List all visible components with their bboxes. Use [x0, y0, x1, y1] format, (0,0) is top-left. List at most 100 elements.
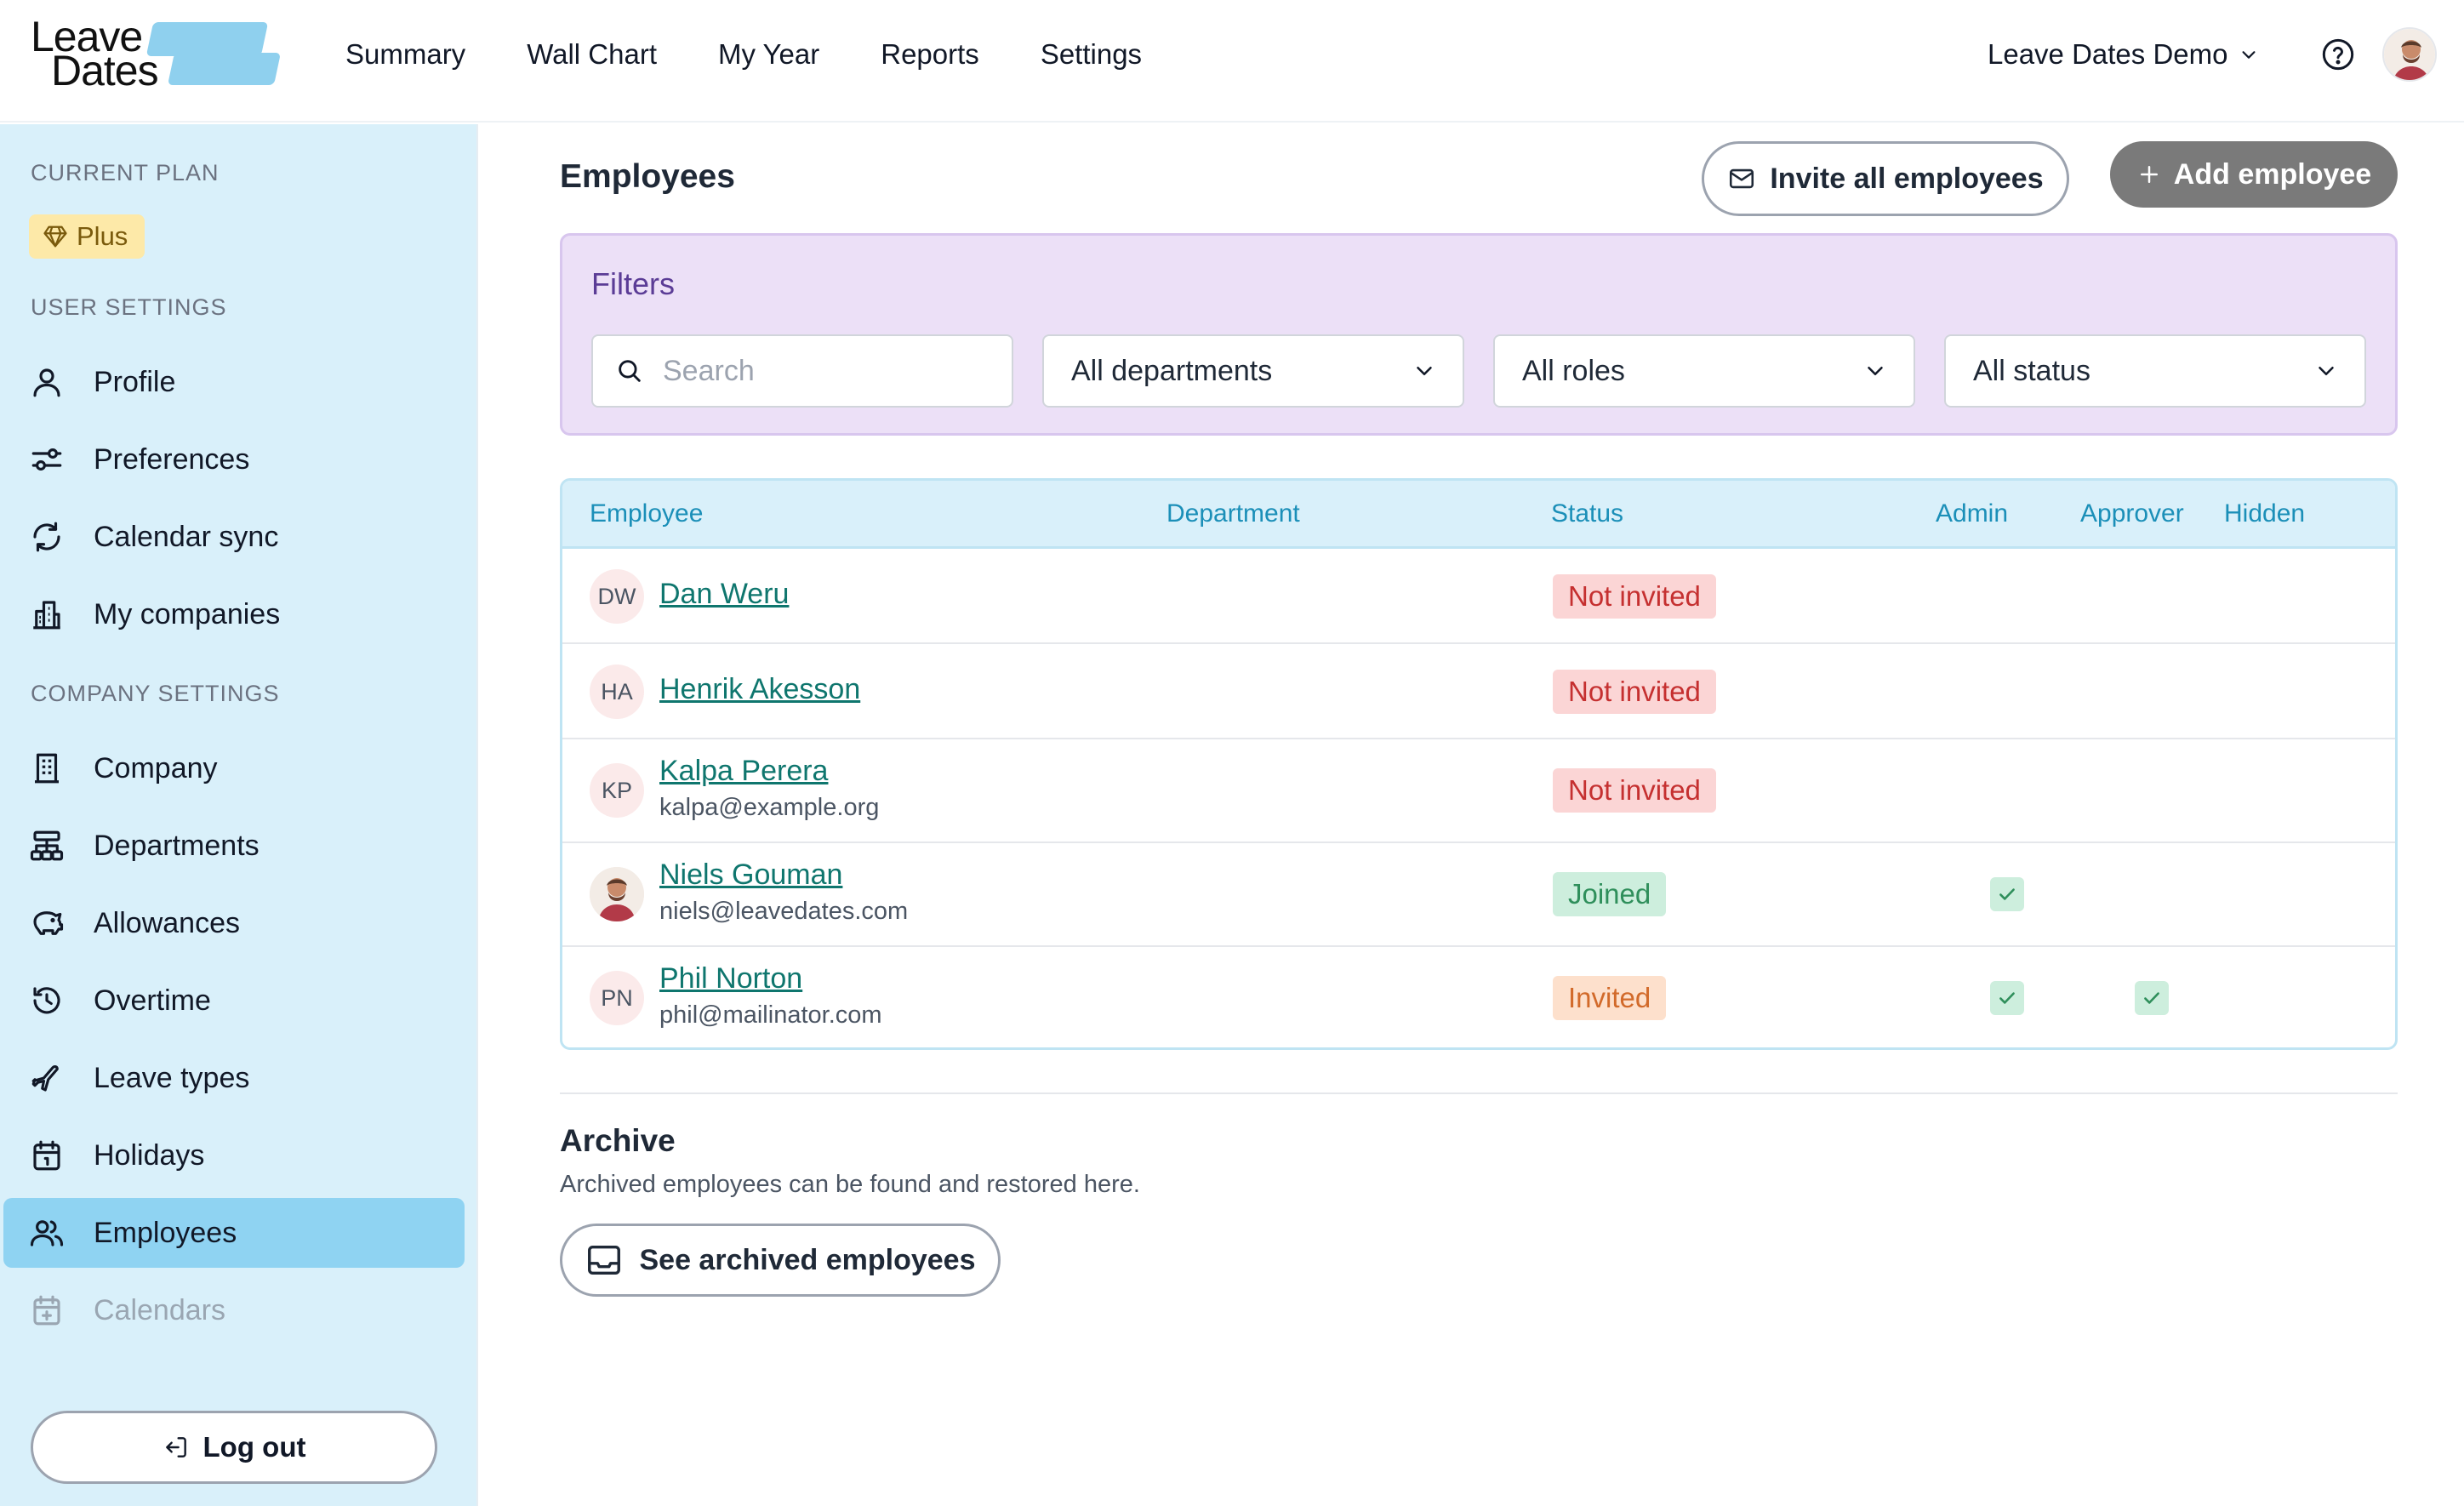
nav-settings[interactable]: Settings: [1040, 38, 1143, 70]
employee-name-link[interactable]: Kalpa Perera: [659, 755, 829, 787]
department-select-value: All departments: [1071, 354, 1273, 387]
main-nav: Summary Wall Chart My Year Reports Setti…: [345, 36, 1142, 73]
status-badge: Not invited: [1553, 670, 1716, 714]
sliders-icon: [31, 448, 62, 471]
search-icon: [619, 360, 641, 382]
current-plan-label: CURRENT PLAN: [31, 160, 220, 185]
see-archived-label: See archived employees: [639, 1243, 976, 1276]
column-header-department[interactable]: Department: [1166, 499, 1300, 528]
role-select[interactable]: All roles: [1493, 334, 1915, 408]
org-chart-icon: [30, 830, 64, 861]
logo-word-leave: Leave: [31, 13, 143, 60]
sidebar-item-calendar-sync[interactable]: Calendar sync: [3, 502, 465, 572]
sidebar-item-label: Preferences: [94, 442, 250, 476]
logout-button[interactable]: Log out: [31, 1411, 437, 1484]
chevron-down-icon: [1417, 367, 1432, 375]
calendar-icon: [33, 1140, 60, 1171]
invite-all-label: Invite all employees: [1770, 162, 2044, 195]
sidebar-item-allowances[interactable]: Allowances: [3, 888, 465, 958]
add-employee-button[interactable]: Add employee: [2110, 141, 2398, 208]
sidebar-item-label: Employees: [94, 1216, 237, 1249]
sidebar-item-leave-types[interactable]: Leave types: [3, 1043, 465, 1113]
calendar-plus-icon: [33, 1295, 60, 1326]
employee-name-link[interactable]: Niels Gouman: [659, 859, 843, 891]
employee-name-link[interactable]: Dan Weru: [659, 578, 790, 610]
avatar-photo: [2384, 29, 2435, 80]
logo-brush-stroke: [145, 22, 269, 56]
avatar: HA: [590, 665, 644, 719]
nav-my-year[interactable]: My Year: [718, 38, 820, 70]
sidebar-item-label: Company: [94, 751, 218, 784]
nav-wall-chart[interactable]: Wall Chart: [527, 38, 657, 70]
employee-name-link[interactable]: Henrik Akesson: [659, 673, 861, 705]
column-header-admin[interactable]: Admin: [1936, 499, 2009, 528]
chevron-down-icon: [2319, 367, 2334, 375]
diamond-icon: [43, 225, 67, 248]
company-switcher[interactable]: Leave Dates Demo: [1988, 36, 2258, 73]
sidebar-item-employees[interactable]: Employees: [3, 1198, 465, 1268]
column-header-status[interactable]: Status: [1551, 499, 1624, 528]
company-switcher-label: Leave Dates Demo: [1988, 38, 2228, 70]
table-header: Employee Department Status Admin Approve…: [562, 481, 2395, 549]
sidebar-item-preferences[interactable]: Preferences: [3, 425, 465, 494]
see-archived-employees-button[interactable]: See archived employees: [560, 1224, 1001, 1297]
sync-icon: [33, 522, 60, 552]
nav-summary[interactable]: Summary: [345, 38, 466, 70]
logout-label: Log out: [202, 1431, 306, 1463]
role-select-value: All roles: [1522, 354, 1625, 387]
avatar: PN: [590, 971, 644, 1025]
status-badge: Not invited: [1553, 574, 1716, 619]
nav-reports[interactable]: Reports: [881, 38, 979, 70]
column-header-employee[interactable]: Employee: [590, 499, 704, 528]
filters-panel: Filters All departments All roles All st…: [560, 233, 2398, 436]
leave-dates-logo[interactable]: Leave Dates: [31, 13, 282, 94]
search-field[interactable]: [591, 334, 1013, 408]
status-badge: Joined: [1553, 872, 1667, 916]
sidebar-item-label: Calendar sync: [94, 520, 279, 553]
avatar: [590, 867, 644, 921]
status-badge: Invited: [1553, 976, 1667, 1020]
table-row[interactable]: HA Henrik Akesson Not invited: [562, 644, 2395, 739]
sidebar-item-label: My companies: [94, 597, 281, 630]
column-header-hidden[interactable]: Hidden: [2224, 499, 2306, 528]
check-icon: [1999, 888, 2015, 900]
sidebar-item-label: Departments: [94, 829, 260, 862]
plan-badge: Plus: [29, 214, 145, 259]
filters-title: Filters: [591, 266, 675, 301]
employee-name-link[interactable]: Phil Norton: [659, 962, 803, 995]
sidebar-item-my-companies[interactable]: My companies: [3, 579, 465, 649]
admin-check: [1990, 981, 2024, 1015]
table-row[interactable]: DW Dan Weru Not invited: [562, 549, 2395, 644]
users-icon: [30, 1220, 64, 1246]
plan-name: Plus: [77, 221, 128, 251]
admin-check: [1990, 877, 2024, 911]
piggy-bank-icon: [33, 911, 64, 935]
status-select[interactable]: All status: [1944, 334, 2366, 408]
sidebar-item-holidays[interactable]: Holidays: [3, 1121, 465, 1190]
column-header-approver[interactable]: Approver: [2080, 499, 2184, 528]
employee-email: phil@mailinator.com: [659, 1001, 882, 1029]
archive-title: Archive: [560, 1123, 676, 1158]
sidebar-item-company[interactable]: Company: [3, 733, 465, 803]
sidebar-item-label: Holidays: [94, 1138, 205, 1172]
sidebar-item-label: Overtime: [94, 984, 211, 1017]
table-row[interactable]: PN Phil Norton phil@mailinator.com Invit…: [562, 947, 2395, 1047]
section-divider: [560, 1092, 2398, 1094]
help-icon[interactable]: [2321, 37, 2355, 71]
sidebar-item-overtime[interactable]: Overtime: [3, 966, 465, 1035]
search-input[interactable]: [663, 354, 986, 388]
table-row[interactable]: KP Kalpa Perera kalpa@example.org Not in…: [562, 739, 2395, 843]
department-select[interactable]: All departments: [1042, 334, 1464, 408]
approver-check: [2135, 981, 2169, 1015]
page-title: Employees: [560, 158, 735, 195]
sidebar-item-departments[interactable]: Departments: [3, 811, 465, 881]
user-avatar[interactable]: [2382, 27, 2437, 82]
employee-email: kalpa@example.org: [659, 794, 880, 821]
invite-all-employees-button[interactable]: Invite all employees: [1702, 141, 2069, 216]
sidebar-item-profile[interactable]: Profile: [3, 347, 465, 417]
add-employee-label: Add employee: [2173, 157, 2372, 191]
table-row[interactable]: Niels Gouman niels@leavedates.com Joined: [562, 843, 2395, 947]
user-icon: [33, 368, 60, 397]
logo-word-dates: Dates: [51, 47, 159, 94]
check-icon: [2144, 992, 2159, 1004]
